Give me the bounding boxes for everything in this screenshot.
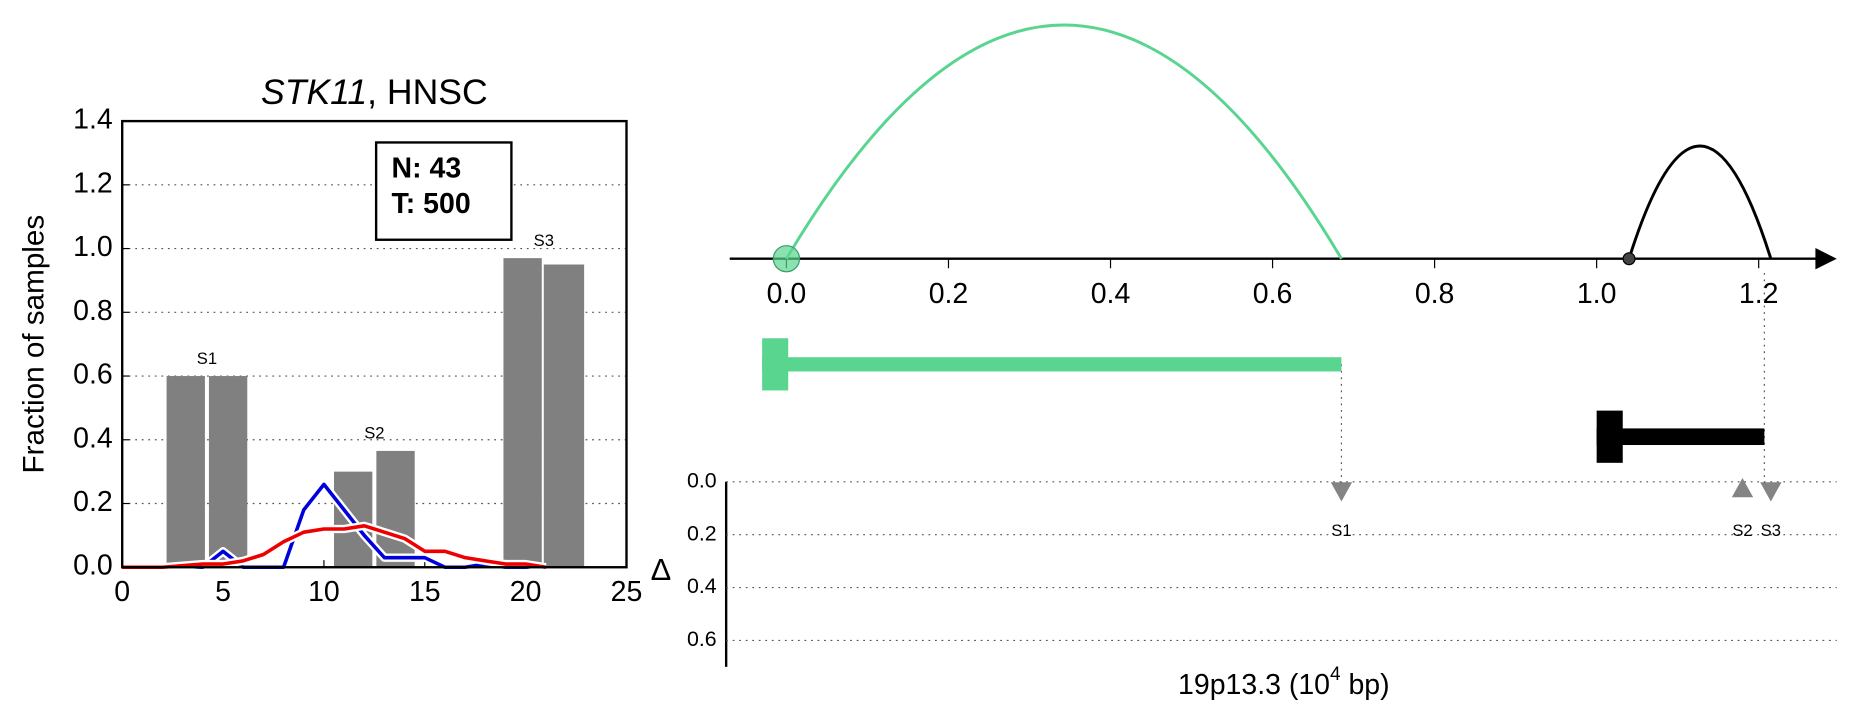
annotation-text: T: 500 (392, 188, 471, 220)
bar (208, 376, 248, 568)
axis-arrow (1815, 248, 1837, 270)
x-tick-label: 15 (409, 576, 441, 608)
x-label-part: 19p13.3 (10 (1178, 668, 1330, 700)
x-tick-label: 0.0 (767, 278, 807, 310)
x-tick-label: 10 (308, 576, 340, 608)
line (122, 524, 547, 570)
y-tick-label: 1.2 (73, 167, 113, 199)
y-tick-label: 0.2 (73, 486, 113, 518)
marker-label: S3 (1761, 521, 1781, 540)
x-tick-label: 0.6 (1253, 278, 1293, 310)
chart-title: STK11, HNSC (261, 72, 488, 112)
marker (1760, 482, 1782, 502)
y-tick-label: 0.4 (687, 574, 717, 598)
bar (376, 450, 415, 568)
marker-label: S1 (1331, 521, 1351, 540)
arc (785, 23, 1343, 260)
y-tick-label: 1.0 (73, 231, 113, 263)
bar-label: S1 (197, 349, 217, 368)
y-tick-label: 1.4 (73, 104, 113, 136)
x-tick-label: 20 (510, 576, 542, 608)
arc-anchor (772, 245, 801, 273)
x-tick-label: 0.4 (1091, 278, 1131, 310)
marker (1330, 482, 1353, 502)
gene-bar (1596, 428, 1765, 446)
arc-anchor (1622, 252, 1636, 266)
arc (1627, 144, 1773, 260)
gene-bar (762, 357, 1342, 372)
bar (166, 376, 205, 568)
y-axis-label: Fraction of samples (17, 215, 50, 474)
bar (503, 258, 542, 568)
y-axis-label: Δ (651, 552, 672, 587)
bar-label: S2 (364, 424, 384, 443)
annotation-text: N: 43 (392, 152, 462, 184)
title-part: STK11 (261, 72, 367, 112)
y-tick-label: 0.6 (687, 627, 717, 651)
x-tick-label: 25 (611, 576, 643, 608)
annotation-box (374, 141, 513, 241)
y-tick-label: 0.4 (73, 422, 113, 454)
x-label-part: 4 (1330, 664, 1341, 685)
plot-frame (121, 119, 628, 569)
bar-label: S3 (534, 231, 554, 250)
y-tick-label: 0.6 (73, 359, 113, 391)
marker-label: S2 (1732, 521, 1752, 540)
x-tick-label: 0.8 (1415, 278, 1455, 310)
x-tick-label: 1.2 (1739, 278, 1779, 310)
x-tick-label: 0.2 (929, 278, 969, 310)
bar (543, 264, 585, 568)
x-tick-label: 1.0 (1577, 278, 1617, 310)
y-tick-label: 0.0 (687, 468, 717, 492)
marker (1731, 477, 1754, 498)
title-part: , HNSC (367, 72, 488, 112)
y-tick-label: 0.8 (73, 295, 113, 327)
x-axis-label: 19p13.3 (104 bp) (1178, 664, 1390, 700)
x-tick-label: 0 (114, 576, 130, 608)
y-tick-label: 0.0 (73, 550, 113, 582)
y-tick-label: 0.2 (687, 521, 717, 545)
x-tick-label: 5 (215, 576, 231, 608)
x-label-part: bp) (1341, 668, 1390, 700)
